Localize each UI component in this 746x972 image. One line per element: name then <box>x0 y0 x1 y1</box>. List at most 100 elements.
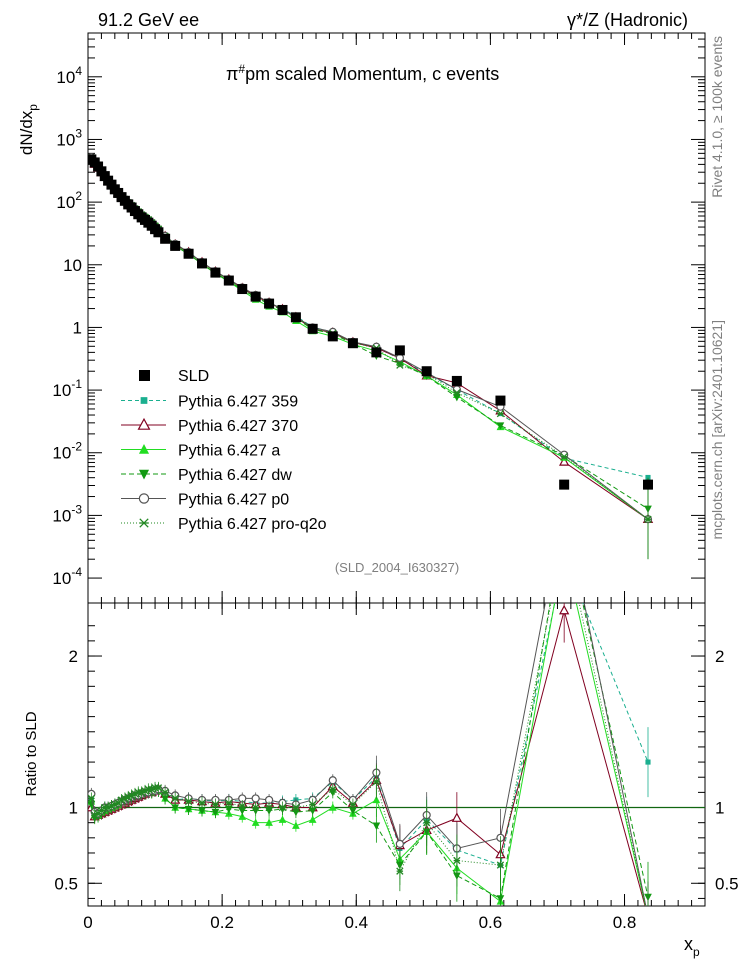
data-point <box>396 360 404 368</box>
data-point <box>561 532 567 538</box>
y-tick-base: 10 <box>56 130 75 149</box>
data-point <box>372 778 381 786</box>
y-tick-label: 102 <box>56 189 82 212</box>
sld-point <box>347 338 358 349</box>
chart-title: π#pm scaled Momentum, c events <box>226 62 499 84</box>
data-point <box>171 804 180 812</box>
data-point <box>224 805 233 814</box>
y-tick-label: 104 <box>56 64 82 87</box>
y-tick-exponent: -4 <box>71 565 82 579</box>
data-point <box>329 785 337 794</box>
data-point <box>645 474 651 481</box>
data-point <box>309 800 317 809</box>
data-point <box>139 518 149 528</box>
data-point <box>560 516 568 523</box>
data-point <box>644 912 652 920</box>
data-point <box>138 493 150 504</box>
y-tick-exponent: -1 <box>71 377 82 391</box>
data-point <box>496 422 505 430</box>
data-point <box>349 800 357 809</box>
sld-point <box>153 227 164 238</box>
data-point <box>396 361 404 369</box>
y-tick-exponent: -2 <box>71 440 82 454</box>
data-point <box>395 839 404 849</box>
data-point <box>645 759 651 765</box>
ratio-tick-label: 0.5 <box>54 874 78 893</box>
sld-point <box>307 323 318 334</box>
ratio-line <box>90 603 647 906</box>
data-point <box>225 799 233 807</box>
data-point <box>451 812 463 822</box>
sld-point <box>210 267 221 278</box>
sld-point <box>559 479 570 490</box>
legend-marker-sld <box>139 370 150 381</box>
data-point <box>238 802 246 810</box>
data-point <box>138 444 150 454</box>
sld-point <box>197 258 208 269</box>
data-point <box>453 388 461 397</box>
analysis-id: (SLD_2004_I630327) <box>335 560 459 575</box>
sld-point <box>371 347 382 358</box>
x-tick-label: 0.2 <box>210 913 234 932</box>
y-axis-label: dN/dxp <box>17 104 40 155</box>
data-point <box>560 546 568 553</box>
sld-point <box>160 233 171 244</box>
data-point <box>211 800 220 809</box>
data-point <box>198 799 206 807</box>
sld-point <box>183 248 194 259</box>
data-point <box>423 819 431 827</box>
ratio-tick-label: 1 <box>69 799 78 818</box>
process-label: γ*/Z (Hadronic) <box>567 10 688 30</box>
x-tick-label: 0.6 <box>479 913 503 932</box>
sld-point <box>264 298 275 309</box>
sld-point <box>394 345 405 356</box>
data-point <box>308 815 317 823</box>
data-point <box>561 501 568 508</box>
ratio-tick-label-right: 1 <box>715 799 724 818</box>
sld-point <box>421 366 432 377</box>
data-point <box>265 818 273 826</box>
y-tick-base: 10 <box>52 444 71 463</box>
y-tick-base: 10 <box>52 569 71 588</box>
x-tick-label: 0 <box>83 913 92 932</box>
x-tick-label: 0.4 <box>344 913 368 932</box>
main-series <box>88 152 654 560</box>
x-tick-label: 0.8 <box>613 913 637 932</box>
title-hash: # <box>238 62 245 76</box>
y-tick-label: 103 <box>56 126 82 149</box>
ratio-tick-label: 2 <box>69 647 78 666</box>
y-tick-base: 10 <box>52 506 71 525</box>
data-point <box>644 913 651 920</box>
sld-point <box>237 284 248 295</box>
data-point <box>453 394 461 402</box>
data-point <box>349 807 357 815</box>
legend-label: Pythia 6.427 dw <box>178 467 292 484</box>
y-tick-base: 10 <box>56 193 75 212</box>
y-tick-label: 10-4 <box>52 565 82 588</box>
data-point <box>278 803 287 812</box>
data-point <box>308 807 317 815</box>
y-tick-exponent: 4 <box>75 64 82 78</box>
y-label-sub: p <box>26 104 40 111</box>
ratio-line <box>90 603 649 900</box>
legend-label: Pythia 6.427 pro-q2o <box>178 516 327 533</box>
series-line <box>90 157 649 478</box>
data-point <box>372 822 381 830</box>
data-point <box>140 397 148 404</box>
ratio-line <box>90 608 646 906</box>
data-point <box>161 788 169 797</box>
data-point <box>278 815 287 823</box>
y-tick-exponent: 2 <box>75 189 82 203</box>
data-point <box>137 417 151 430</box>
x-label-main: x <box>684 934 693 954</box>
legend-label: Pythia 6.427 370 <box>178 418 298 435</box>
sld-point <box>290 312 301 323</box>
data-point <box>453 856 461 865</box>
data-point <box>645 913 651 919</box>
data-point <box>292 821 300 829</box>
legend: SLD Pythia 6.427 359 Pythia 6.427 370 Pythi… <box>121 368 327 533</box>
data-point <box>496 409 505 418</box>
data-point <box>328 803 337 811</box>
data-point <box>644 912 652 919</box>
sld-point <box>250 291 261 302</box>
